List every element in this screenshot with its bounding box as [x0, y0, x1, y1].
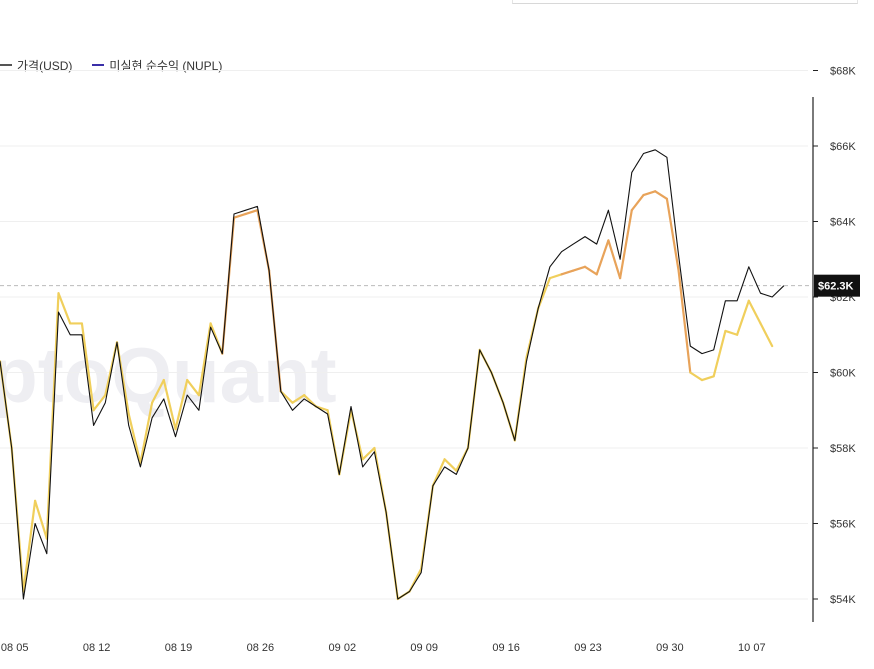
nupl-segment [607, 239, 622, 280]
legend-item-price[interactable]: 가격(USD) [0, 57, 72, 74]
nupl-segment [174, 378, 189, 431]
legend-item-nupl[interactable]: 미실현 순수익 (NUPL) [92, 57, 222, 74]
y-tick-label: $64K [830, 217, 856, 229]
nupl-segment [22, 499, 37, 593]
nupl-segment [291, 394, 306, 404]
nupl-segment [279, 390, 294, 404]
nupl-segment [361, 446, 376, 461]
nupl-segment [677, 269, 692, 374]
toolbar-box [512, 0, 858, 4]
nupl-segment [151, 378, 165, 404]
nupl-segment [162, 378, 177, 431]
nupl-segment [139, 401, 154, 465]
nupl-segment [45, 292, 60, 540]
nupl-segment [548, 273, 563, 280]
nupl-segment [33, 499, 48, 540]
x-tick-label: 08 12 [83, 642, 111, 654]
nupl-segment [735, 299, 750, 336]
nupl-segment [700, 375, 715, 382]
legend-label-nupl: 미실현 순수익 (NUPL) [109, 58, 223, 73]
legend-label-price: 가격(USD) [17, 58, 73, 73]
y-tick-label: $68K [830, 66, 856, 78]
nupl-segment [186, 378, 200, 397]
nupl-segment [232, 212, 247, 219]
legend-swatch-price [0, 64, 12, 66]
legend-swatch-nupl [92, 64, 105, 66]
nupl-segment [724, 329, 739, 336]
nupl-segment [712, 329, 727, 378]
series-group [0, 149, 785, 601]
nupl-segment [80, 322, 95, 412]
current-price-badge-bg [814, 274, 860, 297]
nupl-segment [92, 394, 107, 412]
nupl-segment [443, 458, 458, 472]
nupl-segment [747, 299, 762, 325]
nupl-segment [57, 292, 72, 325]
x-tick-label: 09 16 [492, 642, 520, 654]
current-price-badge-text: $62.3K [818, 281, 854, 293]
nupl-segment [127, 412, 142, 465]
x-tick-label: 09 30 [656, 642, 684, 654]
y-tick-label: $66K [830, 141, 856, 153]
nupl-segment [560, 269, 575, 276]
y-tick-label: $54K [830, 594, 856, 606]
x-tick-label: 09 23 [574, 642, 602, 654]
y-tick-label: $60K [830, 368, 856, 380]
watermark: CryptoQuant [0, 331, 337, 419]
x-tick-label: 08 05 [1, 642, 29, 654]
x-tick-label: 08 19 [165, 642, 193, 654]
x-tick-label: 09 02 [329, 642, 357, 654]
nupl-segment [583, 265, 598, 276]
nupl-segment [431, 458, 446, 487]
x-tick-label: 09 09 [410, 642, 438, 654]
nupl-segment [618, 209, 633, 280]
y-tick-label: $56K [830, 519, 856, 531]
nupl-segment [630, 193, 645, 212]
chart-legend: 가격(USD) 미실현 순수익 (NUPL) [0, 57, 242, 73]
nupl-segment [654, 190, 669, 200]
x-tick-label: 08 26 [247, 642, 275, 654]
x-tick-label: 10 07 [738, 642, 766, 654]
grid-lines [0, 70, 808, 600]
nupl-segment [689, 371, 704, 382]
y-tick-label: $58K [830, 443, 856, 455]
current-price-badge: $62.3K [814, 274, 860, 297]
nupl-segment [197, 322, 212, 397]
nupl-segment [595, 239, 610, 276]
nupl-segment [759, 322, 774, 348]
nupl-segment [572, 265, 587, 272]
nupl-segment [244, 209, 259, 216]
nupl-segment [665, 197, 680, 272]
nupl-segment [642, 190, 657, 197]
y-axis: $54K$56K$58K$60K$62K$64K$66K$68K [813, 66, 856, 606]
x-axis: 08 05 08 12 08 19 08 26 09 02 09 09 09 16 09 23… [1, 642, 766, 654]
price-line [0, 149, 785, 600]
